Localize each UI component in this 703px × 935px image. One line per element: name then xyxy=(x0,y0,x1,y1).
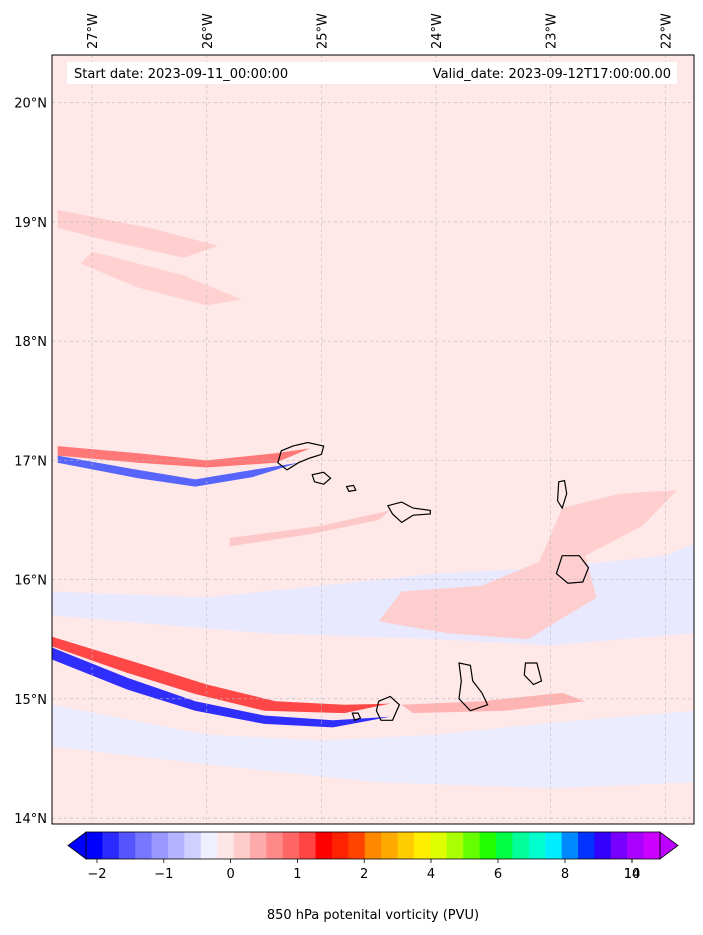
start-date-label: Start date: 2023-09-11_00:00:00 xyxy=(74,67,288,82)
colorbar-cell xyxy=(118,832,136,859)
colorbar-over-arrow xyxy=(659,831,679,860)
colorbar-cell xyxy=(348,832,366,859)
colorbar-tick-label: −2 xyxy=(87,867,106,882)
colorbar-tick-label: 1 xyxy=(293,867,301,882)
lon-tick-label: 24°W xyxy=(430,13,445,49)
band-south-red xyxy=(52,636,391,714)
nw-pink-streak-2 xyxy=(80,251,242,306)
nw-pink-streak-1 xyxy=(57,210,219,258)
longitude-labels: 27°W 26°W 25°W 24°W 23°W 22°W xyxy=(86,13,674,49)
colorbar-cell xyxy=(496,832,513,859)
lat-tick-label: 19°N xyxy=(14,216,47,231)
colorbar-cell xyxy=(446,832,464,859)
vorticity-field xyxy=(52,210,694,789)
colorbar-tick-label: 0 xyxy=(226,867,234,882)
sao-nicolau-coastline xyxy=(387,501,431,524)
band-south-pink-east xyxy=(401,692,586,714)
colorbar-cell xyxy=(627,832,644,859)
lon-tick-label: 25°W xyxy=(315,13,330,49)
lon-tick-label: 22°W xyxy=(659,13,674,49)
east-pink-blob xyxy=(378,490,677,640)
colorbar-tick-label: 14 xyxy=(624,867,641,882)
colorbar-cell xyxy=(545,832,562,859)
lat-tick-label: 20°N xyxy=(14,97,47,112)
colorbar-cell xyxy=(217,832,234,859)
lon-tick-label: 23°W xyxy=(545,13,560,49)
colorbar-cell xyxy=(610,832,628,859)
colorbar-cell xyxy=(184,832,202,859)
header-box xyxy=(67,62,677,84)
colorbar-cells xyxy=(85,831,661,860)
santo-antao-coastline xyxy=(277,441,325,471)
colorbar-cell xyxy=(233,832,251,859)
colorbar-cell xyxy=(463,832,480,859)
sao-vicente-coastline xyxy=(311,471,332,485)
colorbar-cell xyxy=(364,832,382,859)
boa-vista-coastline xyxy=(555,555,590,584)
lat-tick-label: 16°N xyxy=(14,574,47,589)
lat-tick-label: 14°N xyxy=(14,812,47,827)
colorbar-cell xyxy=(381,832,398,859)
colorbar-tick-label: −1 xyxy=(154,867,173,882)
colorbar-tick-label: 2 xyxy=(360,867,368,882)
colorbar-tick-label: 6 xyxy=(494,867,502,882)
valid-date-label: Valid_date: 2023-09-12T17:00:00.00 xyxy=(433,67,671,82)
maio-coastline xyxy=(523,662,543,686)
colorbar-cell xyxy=(200,832,218,859)
fogo-coastline xyxy=(375,695,401,721)
colorbar-cell xyxy=(594,832,612,859)
colorbar-cell xyxy=(266,832,284,859)
colorbar-label: 850 hPa potenital vorticity (PVU) xyxy=(267,908,479,923)
colorbar-cell xyxy=(332,832,349,859)
map-panel: Start date: 2023-09-11_00:00:00 Valid_da… xyxy=(51,54,695,825)
colorbar-tick-label: 8 xyxy=(561,867,569,882)
sal-coastline xyxy=(556,479,568,510)
santiago-coastline xyxy=(458,662,489,712)
band-mid-pink xyxy=(229,510,391,547)
map-background xyxy=(52,55,694,824)
gridlines xyxy=(52,55,694,824)
colorbar-cell xyxy=(512,832,530,859)
colorbar-cell xyxy=(282,832,300,859)
colorbar-cell xyxy=(430,832,448,859)
colorbar-cell xyxy=(578,832,595,859)
colorbar-tick-label: 4 xyxy=(427,867,435,882)
colorbar-cell xyxy=(86,832,103,859)
colorbar-under-arrow xyxy=(67,831,87,860)
brava-coastline xyxy=(351,712,362,722)
colorbar-cell xyxy=(151,832,169,859)
colorbar-cell xyxy=(168,832,185,859)
lon-tick-label: 27°W xyxy=(86,13,101,49)
south-lavender-lower xyxy=(52,704,694,789)
band-north-red xyxy=(57,446,310,468)
colorbar-cell xyxy=(135,832,152,859)
band-north-blue xyxy=(57,455,299,487)
coastlines xyxy=(277,441,590,722)
colorbar-cell xyxy=(414,832,431,859)
colorbar-cell xyxy=(299,832,316,859)
colorbar-tick-label: 10 xyxy=(624,867,641,882)
colorbar-cell xyxy=(561,832,579,859)
colorbar-cell xyxy=(102,832,120,859)
latitude-labels: 20°N 19°N 18°N 17°N 16°N 15°N 14°N xyxy=(14,97,47,827)
map-frame xyxy=(51,54,695,825)
santa-luzia-coastline xyxy=(345,484,357,493)
colorbar-cell xyxy=(250,832,267,859)
colorbar-cell xyxy=(528,832,546,859)
colorbar-cell xyxy=(315,832,333,859)
colorbar-cell xyxy=(479,832,497,859)
colorbar-cell xyxy=(397,832,415,859)
lat-tick-label: 15°N xyxy=(14,693,47,708)
lat-tick-label: 17°N xyxy=(14,454,47,469)
lon-tick-label: 26°W xyxy=(201,13,216,49)
colorbar-cell xyxy=(643,832,661,859)
lat-tick-label: 18°N xyxy=(14,335,47,350)
